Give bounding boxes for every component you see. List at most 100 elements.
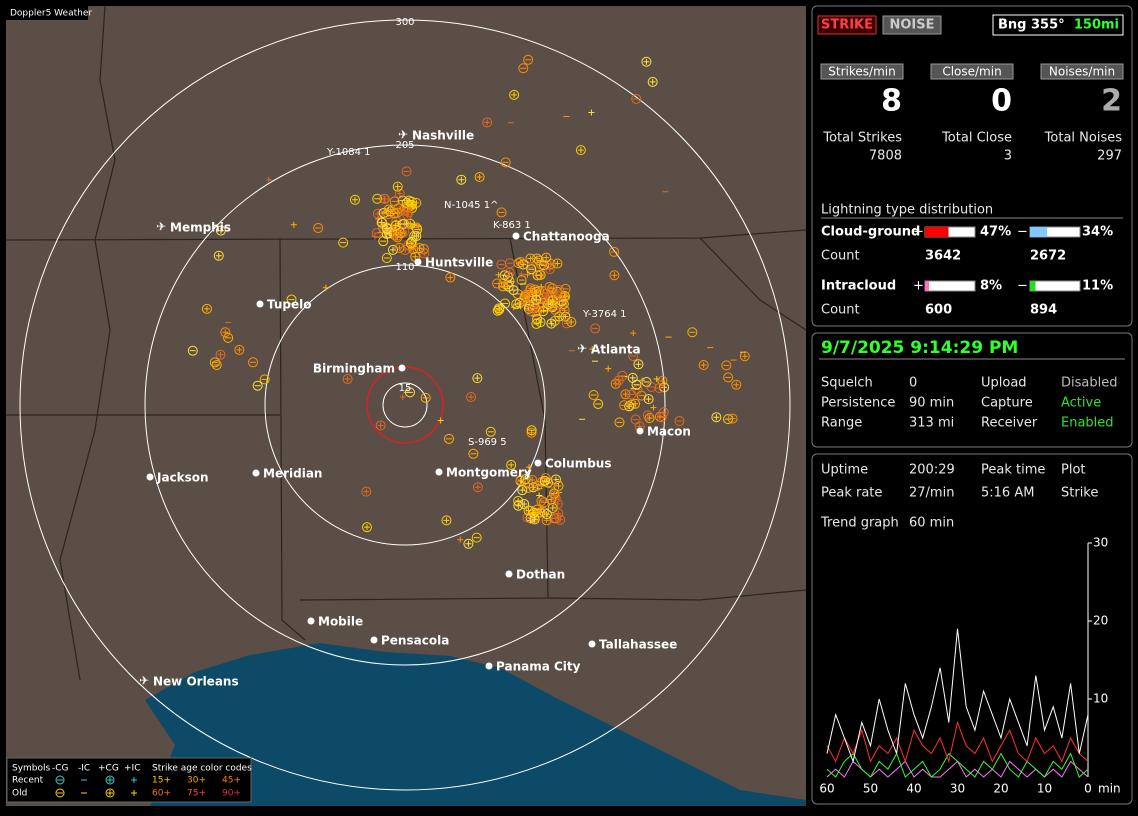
strike-sign xyxy=(458,176,465,183)
strike-symbol xyxy=(213,250,224,261)
strike-symbol xyxy=(524,271,531,278)
strike-symbol xyxy=(412,224,423,235)
strike-symbol xyxy=(526,264,537,275)
trend-line xyxy=(826,720,1089,764)
strike-sign xyxy=(403,199,410,206)
strike-symbol xyxy=(536,492,543,499)
strike-ring xyxy=(539,475,550,486)
strike-symbol xyxy=(248,357,259,368)
strike-button[interactable] xyxy=(817,15,877,35)
strike-symbol xyxy=(516,275,527,286)
noise-button[interactable] xyxy=(882,15,942,35)
strike-ring xyxy=(727,413,738,424)
bar-track xyxy=(1029,280,1081,292)
strike-sign xyxy=(518,271,525,278)
strike-symbol xyxy=(223,332,234,343)
strike-symbol xyxy=(525,305,536,316)
strike-symbol xyxy=(509,89,520,100)
strike-ring xyxy=(631,93,642,104)
gulf xyxy=(145,643,806,806)
legend-text: 75+ xyxy=(187,789,206,799)
strike-sign xyxy=(549,297,556,304)
datetime: 9/7/2025 9:14:29 PM xyxy=(821,338,1018,358)
strike-sign xyxy=(506,269,513,276)
strike-ring xyxy=(566,317,577,328)
legend-text: -CG xyxy=(52,764,69,774)
title-bar xyxy=(6,6,88,20)
strike-sign xyxy=(525,507,532,514)
strike-sign xyxy=(412,253,419,260)
strike-symbol xyxy=(209,357,220,368)
sign: + xyxy=(913,225,924,240)
strike-symbol xyxy=(614,417,625,428)
distribution: Cloud-ground+ 47%3642− 34%2672CountIntracl… xyxy=(821,225,1113,318)
strike-symbol xyxy=(342,374,353,385)
count-label: Count xyxy=(821,303,860,318)
city-label: Pensacola xyxy=(381,634,449,648)
strike-ring xyxy=(349,194,360,205)
city-label: Huntsville xyxy=(425,256,493,270)
status-item: Enabled xyxy=(1061,416,1114,431)
rates: Strikes/min 8 Total Strikes 7808 Close/min 0 T… xyxy=(820,63,1124,164)
strike-symbol xyxy=(513,500,524,511)
strike-sign xyxy=(533,296,540,303)
strike-ring xyxy=(445,272,456,283)
strike-ring xyxy=(517,485,528,496)
strike-ring xyxy=(408,244,419,255)
strike-ring xyxy=(215,225,226,236)
strike-ring xyxy=(213,250,224,261)
strike-sign xyxy=(437,417,444,424)
strike-label: S-969 5 xyxy=(468,437,507,448)
strike-sign xyxy=(394,234,401,241)
strike-sign xyxy=(643,58,650,65)
strike-symbol xyxy=(399,226,410,237)
strike-label: Y-1084 1 xyxy=(326,147,371,158)
strike-ring xyxy=(739,351,750,362)
strike-sign xyxy=(375,215,382,222)
ring-label: 205 xyxy=(395,140,414,151)
strike-symbol xyxy=(535,269,546,280)
strike-sign xyxy=(555,482,562,489)
strike-ring xyxy=(509,89,520,100)
strike-symbol xyxy=(654,383,665,394)
y-tick-label: 30 xyxy=(1093,536,1108,550)
strike-sign xyxy=(396,244,403,251)
strike-ring xyxy=(520,474,531,485)
strike-symbol xyxy=(456,174,467,185)
strike-symbol xyxy=(500,157,511,168)
strike-symbol xyxy=(566,317,577,328)
strike-sign xyxy=(217,227,224,234)
strike-sign xyxy=(401,228,408,235)
strike-ring xyxy=(610,378,621,389)
trend-box xyxy=(811,453,1133,805)
strike-sign xyxy=(495,305,502,312)
strike-ring xyxy=(539,497,550,508)
strike-sign xyxy=(377,422,384,429)
strike-symbol xyxy=(628,350,639,361)
rate-label: Noises/min xyxy=(1049,65,1115,79)
strike-symbol xyxy=(381,252,392,263)
strike-ring xyxy=(391,220,402,231)
strike-ring xyxy=(588,389,599,400)
strike-symbol xyxy=(482,117,493,128)
total-label: Total Strikes xyxy=(822,131,902,146)
strike-ring xyxy=(619,400,630,411)
city-label: Jackson xyxy=(156,471,209,485)
strike-symbol xyxy=(642,410,653,421)
strike-sign xyxy=(381,195,388,202)
strike-symbol xyxy=(407,196,418,207)
strike-ring xyxy=(528,507,539,518)
ring-label: 300 xyxy=(395,17,414,28)
strike-sign xyxy=(526,464,533,471)
strike-sign xyxy=(322,284,329,291)
strike-symbol xyxy=(518,63,529,74)
strike-symbol xyxy=(653,376,660,383)
city-dot xyxy=(588,640,596,648)
strike-ring xyxy=(472,482,483,493)
strike-ring xyxy=(463,538,474,549)
strike-sign xyxy=(517,258,524,265)
strike-sign xyxy=(351,196,358,203)
strike-ring xyxy=(508,285,519,296)
count-value: 894 xyxy=(1030,303,1057,318)
sign: − xyxy=(1017,279,1028,294)
